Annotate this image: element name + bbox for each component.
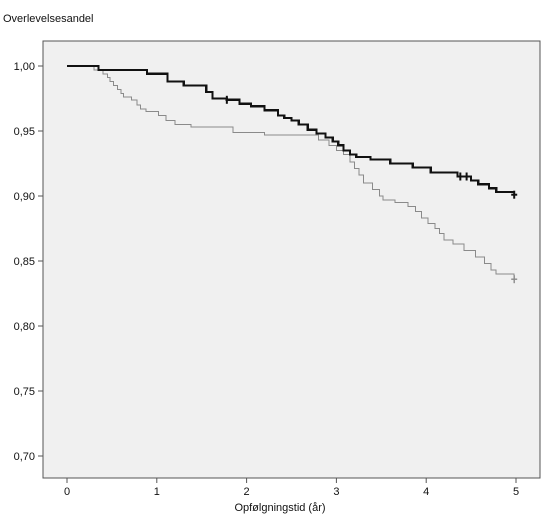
y-tick-label: 0,70 [14, 451, 35, 463]
x-tick-label: 1 [154, 486, 160, 498]
x-tick-label: 3 [333, 486, 339, 498]
y-axis: 0,70 0,75 0,80 0,85 0,90 0,95 1,00 [14, 61, 43, 463]
x-tick-label: 5 [513, 486, 519, 498]
survival-curve-2 [67, 65, 515, 277]
y-tick-label: 0,85 [14, 256, 35, 268]
y-tick-label: 0,90 [14, 191, 35, 203]
x-axis-title: Opfølgningstid (år) [234, 502, 325, 514]
x-tick-label: 0 [64, 486, 70, 498]
x-tick-label: 2 [244, 486, 250, 498]
x-tick-label: 4 [423, 486, 429, 498]
y-tick-label: 0,75 [14, 386, 35, 398]
y-tick-label: 0,95 [14, 126, 35, 138]
y-tick-label: 0,80 [14, 321, 35, 333]
y-axis-title: Overlevelsesandel [3, 13, 94, 25]
y-tick-label: 1,00 [14, 61, 35, 73]
plot-area [42, 40, 541, 479]
x-axis: 0 1 2 3 4 5 [64, 478, 519, 498]
series-layer [67, 64, 518, 284]
survival-curve-1 [67, 64, 515, 194]
